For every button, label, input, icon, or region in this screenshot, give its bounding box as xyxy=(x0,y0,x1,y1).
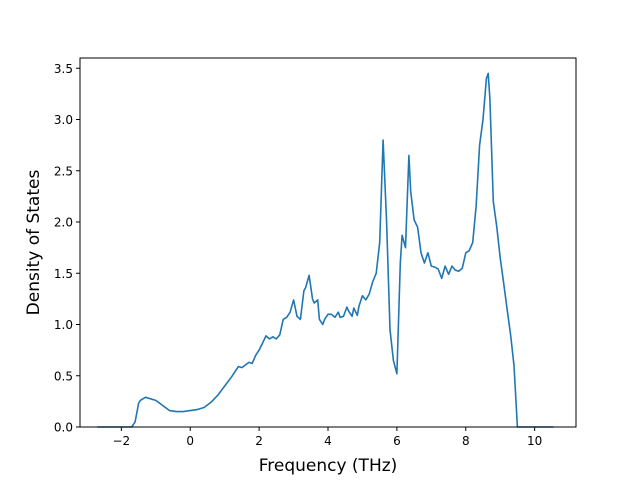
plot-background xyxy=(80,58,576,427)
x-tick-label: −2 xyxy=(112,434,130,448)
x-tick-label: 6 xyxy=(393,434,401,448)
y-axis-label: Density of States xyxy=(24,170,44,316)
plot-frame xyxy=(79,57,577,428)
dos-series-line xyxy=(97,72,554,428)
y-tick-label: 0.0 xyxy=(54,421,73,435)
ticks-layer: −2 0 2 4 6 8 10 0.0 0.5 1.0 1.5 2.0 2.5 3.0 3.5 xyxy=(54,62,542,448)
x-tick-label: 4 xyxy=(324,434,332,448)
x-tick-label: 0 xyxy=(186,434,194,448)
x-tick-label: 10 xyxy=(527,434,542,448)
x-tick-label: 2 xyxy=(255,434,263,448)
x-tick-label: 8 xyxy=(462,434,470,448)
series-layer xyxy=(97,72,554,428)
y-tick-label: 1.0 xyxy=(54,318,73,332)
y-tick-label: 3.5 xyxy=(54,62,73,76)
x-axis-label: Frequency (THz) xyxy=(259,456,398,476)
y-tick-label: 0.5 xyxy=(54,369,73,383)
y-tick-label: 2.5 xyxy=(54,164,73,178)
y-tick-label: 2.0 xyxy=(54,216,73,230)
y-tick-label: 1.5 xyxy=(54,267,73,281)
y-tick-label: 3.0 xyxy=(54,113,73,127)
